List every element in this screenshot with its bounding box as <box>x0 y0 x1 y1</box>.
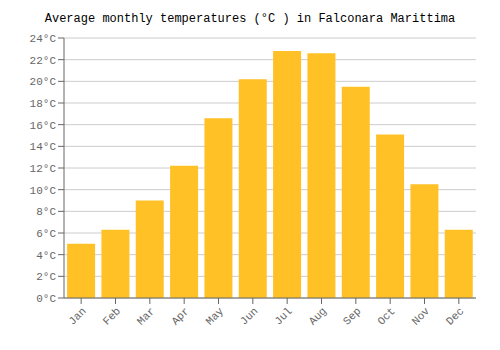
svg-text:Oct: Oct <box>375 305 397 327</box>
svg-text:Feb: Feb <box>101 305 123 327</box>
svg-text:18°C: 18°C <box>30 98 57 110</box>
svg-text:Dec: Dec <box>444 305 466 327</box>
svg-text:Sep: Sep <box>341 305 363 327</box>
html-text:Average monthly temperatures (: Average monthly temperatures (°C ) in Fa… <box>44 12 456 26</box>
svg-text:2°C: 2°C <box>36 271 56 283</box>
svg-text:May: May <box>204 305 227 328</box>
svg-text:0°C: 0°C <box>36 293 56 305</box>
svg-text:6°C: 6°C <box>36 228 56 240</box>
svg-text:4°C: 4°C <box>36 250 56 262</box>
svg-text:8°C: 8°C <box>36 206 56 218</box>
svg-text:16°C: 16°C <box>30 120 57 132</box>
svg-text:22°C: 22°C <box>30 55 57 67</box>
svg-text:Mar: Mar <box>135 305 157 327</box>
svg-text:Jan: Jan <box>66 305 88 327</box>
svg-text:24°C: 24°C <box>30 33 57 45</box>
svg-text:10°C: 10°C <box>30 185 57 197</box>
svg-text:14°C: 14°C <box>30 141 57 153</box>
svg-text:Jul: Jul <box>272 305 294 327</box>
svg-text:Aug: Aug <box>307 305 329 327</box>
svg-text:Apr: Apr <box>169 305 191 327</box>
svg-text:Jun: Jun <box>238 305 260 327</box>
svg-text:Nov: Nov <box>410 305 433 328</box>
svg-text:20°C: 20°C <box>30 76 57 88</box>
svg-text:12°C: 12°C <box>30 163 57 175</box>
